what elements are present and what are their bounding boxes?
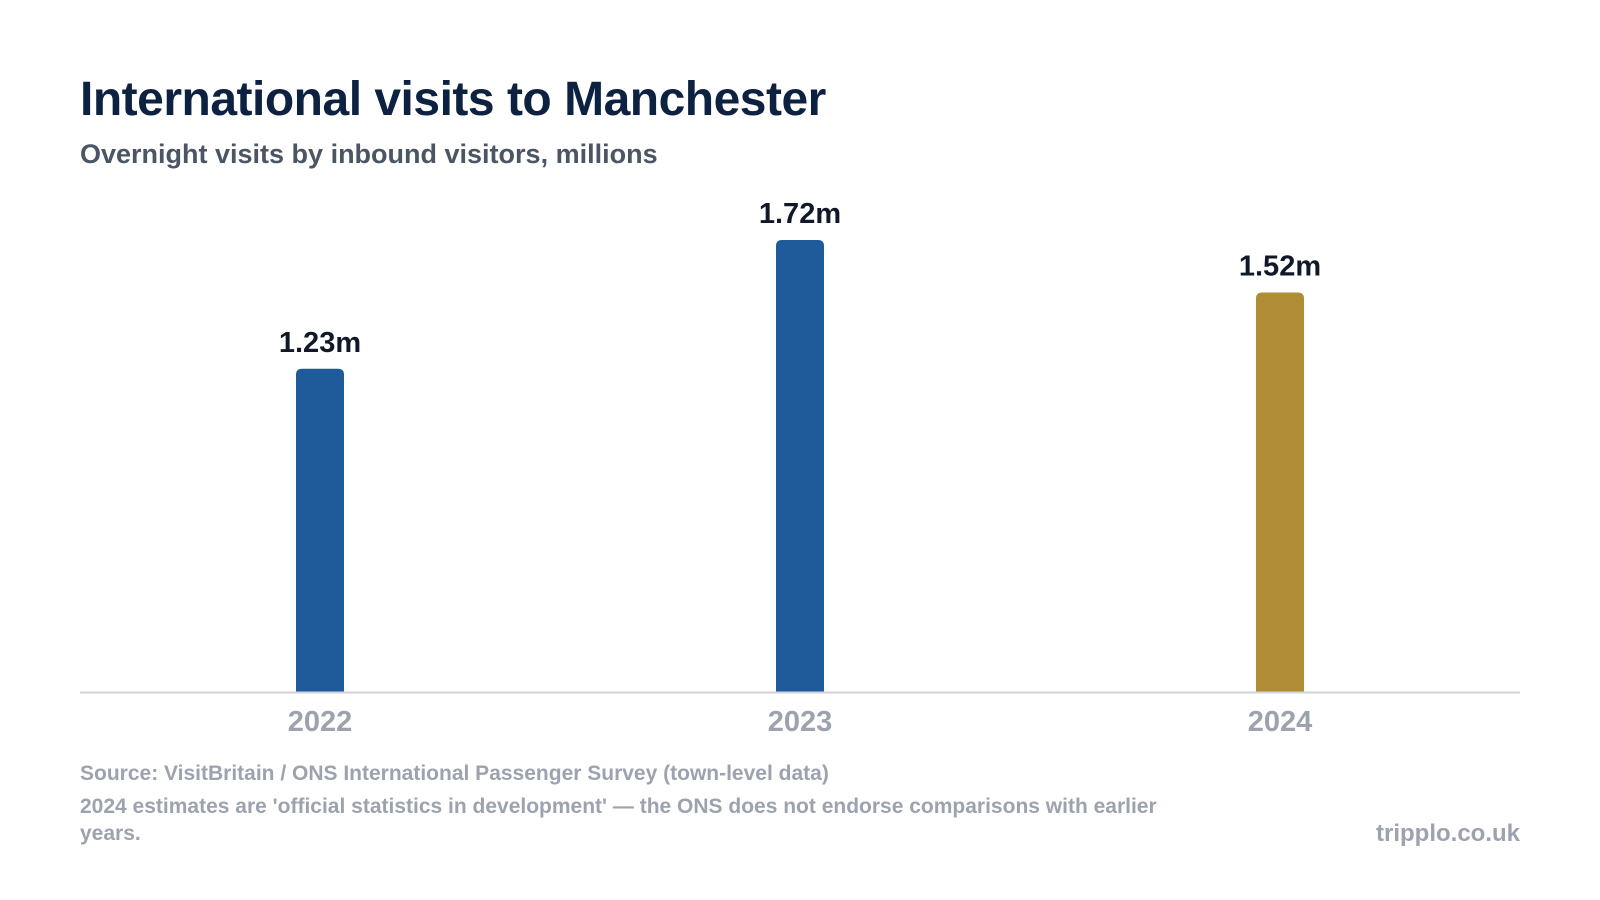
bar-2024: [1256, 292, 1304, 692]
site-credit: tripplo.co.uk: [1376, 820, 1520, 847]
value-label-2024: 1.52m: [1239, 251, 1321, 283]
x-tick-label-2024: 2024: [1248, 706, 1313, 738]
value-label-2023: 1.72m: [759, 198, 841, 230]
chart-title: International visits to Manchester: [80, 73, 826, 126]
x-tick-label-2023: 2023: [768, 706, 833, 738]
chart-subtitle: Overnight visits by inbound visitors, mi…: [80, 139, 658, 169]
x-tick-label-2022: 2022: [288, 706, 353, 738]
value-label-2022: 1.23m: [279, 327, 361, 359]
source-note: Source: VisitBritain / ONS International…: [80, 762, 829, 785]
bar-2022: [296, 368, 344, 692]
development-note: 2024 estimates are 'official statistics …: [80, 795, 1157, 845]
bar-2023: [776, 240, 824, 692]
